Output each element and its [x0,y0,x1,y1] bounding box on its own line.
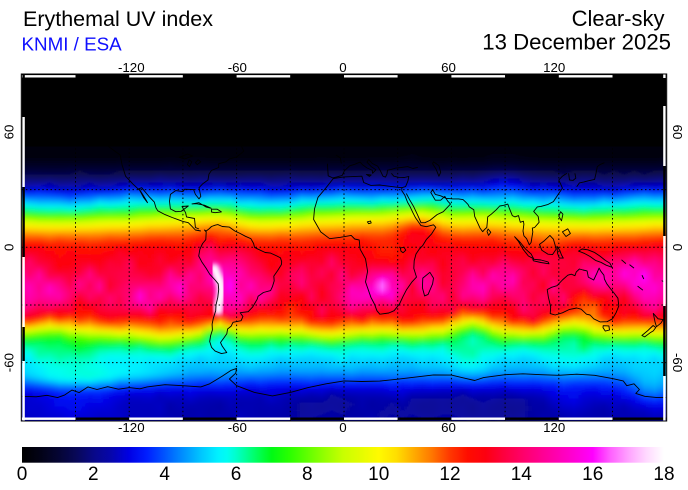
svg-text:60: 60 [670,125,685,140]
svg-text:14: 14 [511,464,533,485]
svg-text:0: 0 [339,420,346,435]
svg-text:6: 6 [231,464,242,485]
svg-text:18: 18 [653,464,674,485]
svg-text:8: 8 [302,464,313,485]
svg-text:16: 16 [582,464,603,485]
svg-text:KNMI / ESA: KNMI / ESA [22,34,123,55]
svg-text:2: 2 [88,464,99,485]
svg-text:13 December 2025: 13 December 2025 [482,30,671,55]
svg-text:120: 120 [543,60,565,75]
svg-text:10: 10 [368,464,389,485]
svg-text:-120: -120 [118,420,145,435]
svg-text:60: 60 [441,60,456,75]
svg-text:Clear-sky: Clear-sky [572,6,665,31]
svg-text:120: 120 [543,420,565,435]
svg-text:60: 60 [2,125,17,140]
svg-text:-60: -60 [670,353,685,372]
svg-text:0: 0 [670,244,685,251]
svg-text:0: 0 [17,464,28,485]
svg-text:0: 0 [2,244,17,251]
svg-text:-60: -60 [2,353,17,372]
svg-text:4: 4 [159,464,170,485]
svg-text:12: 12 [439,464,460,485]
svg-text:Erythemal UV index: Erythemal UV index [23,7,213,31]
svg-text:-60: -60 [228,420,247,435]
svg-text:-120: -120 [118,60,145,75]
svg-text:0: 0 [339,60,346,75]
svg-text:-60: -60 [228,60,247,75]
svg-text:60: 60 [441,420,456,435]
